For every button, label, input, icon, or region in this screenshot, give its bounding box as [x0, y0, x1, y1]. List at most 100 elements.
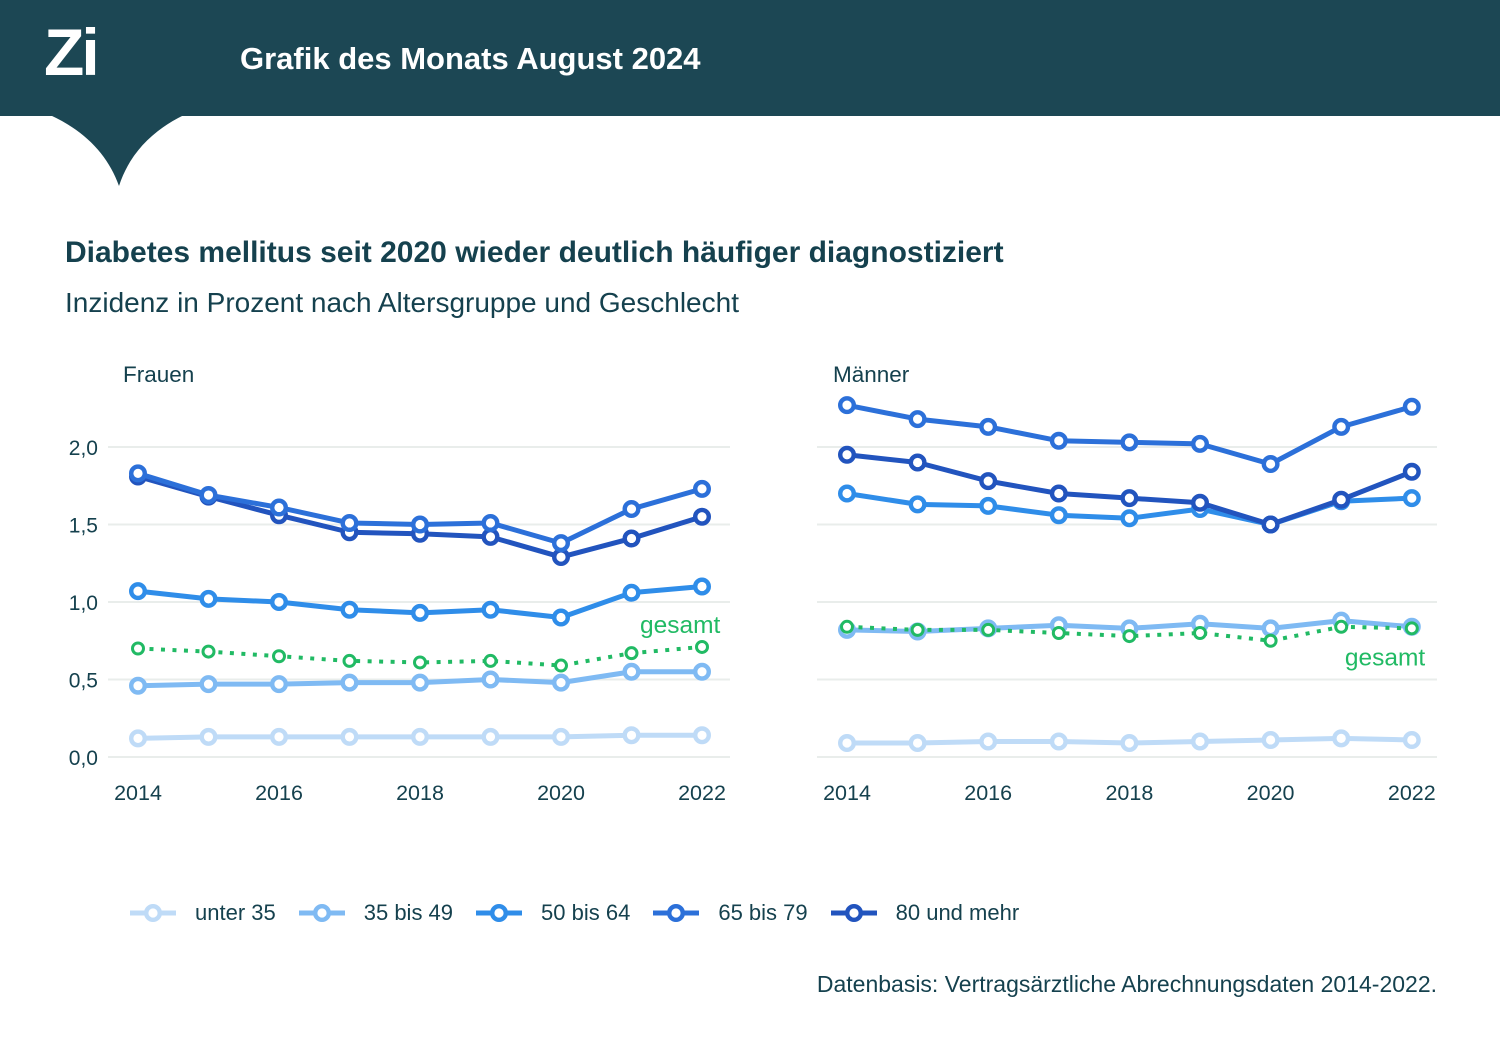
- data-point-marker: [1191, 732, 1210, 751]
- data-point-marker: [1120, 509, 1139, 528]
- data-point-marker: [1402, 489, 1421, 508]
- data-point-marker: [1049, 506, 1068, 525]
- x-tick-label: 2014: [823, 781, 871, 805]
- data-point-marker: [201, 644, 216, 659]
- legend-swatch-icon: [476, 903, 523, 923]
- frauen-chart: 0,0 0,5 1,0 1,5 2,0 2014 2016 2018 2020 2022 Fraue…: [60, 350, 760, 820]
- gesamt-annotation: gesamt: [640, 612, 721, 639]
- data-point-marker: [1332, 490, 1351, 509]
- data-point-marker: [481, 527, 500, 546]
- chart-svg: 0,0 0,5 1,0 1,5 2,0 2014 2016 2018 2020 2022 Fraue…: [69, 362, 730, 805]
- data-point-marker: [840, 619, 854, 634]
- data-point-marker: [342, 653, 357, 668]
- legend-label: 50 bis 64: [541, 900, 631, 925]
- data-point-marker: [131, 641, 145, 656]
- data-point-marker: [1402, 397, 1421, 416]
- data-point-marker: [979, 732, 998, 751]
- data-point-marker: [340, 513, 359, 532]
- legend-swatch-icon: [298, 903, 345, 923]
- data-point-marker: [1049, 431, 1068, 450]
- page-subtitle: Inzidenz in Prozent nach Altersgruppe un…: [65, 287, 739, 318]
- data-point-marker: [979, 472, 998, 491]
- header-band: [0, 0, 1500, 116]
- x-tick-label: 2020: [1247, 781, 1295, 805]
- data-point-marker: [269, 727, 288, 746]
- data-point-marker: [838, 484, 857, 503]
- data-point-marker: [554, 658, 568, 673]
- data-point-marker: [269, 592, 288, 611]
- data-point-marker: [481, 513, 500, 532]
- x-tick-label: 2018: [1105, 781, 1153, 805]
- zi-logo: Zi: [44, 15, 100, 89]
- y-tick-label: 1,5: [69, 515, 98, 538]
- data-point-marker: [1261, 619, 1280, 638]
- x-tick-label: 2016: [255, 781, 303, 805]
- data-point-marker: [1120, 433, 1139, 452]
- data-point-marker: [552, 727, 571, 746]
- data-point-marker: [693, 577, 712, 596]
- data-point-marker: [199, 675, 218, 694]
- data-point-marker: [622, 583, 641, 602]
- data-point-marker: [1402, 462, 1421, 481]
- data-point-marker: [552, 673, 571, 692]
- data-point-marker: [340, 600, 359, 619]
- legend-item: 80 und mehr: [830, 900, 1019, 926]
- data-point-marker: [622, 662, 641, 681]
- legend-label: unter 35: [195, 900, 276, 925]
- data-point-marker: [979, 496, 998, 515]
- data-point-marker: [199, 727, 218, 746]
- data-point-marker: [269, 498, 288, 517]
- data-point-marker: [481, 670, 500, 689]
- data-point-marker: [128, 582, 147, 601]
- data-point-marker: [838, 396, 857, 415]
- data-point-marker: [1261, 515, 1280, 534]
- data-point-marker: [693, 726, 712, 745]
- data-point-marker: [413, 655, 427, 670]
- page-title: Diabetes mellitus seit 2020 wieder deutl…: [65, 236, 1004, 269]
- legend-label: 65 bis 79: [718, 900, 808, 925]
- data-point-marker: [128, 464, 147, 483]
- chart-svg: 2014 2016 2018 2020 2022 Männer gesamt: [817, 362, 1437, 805]
- data-point-marker: [481, 727, 500, 746]
- data-source-note: Datenbasis: Vertragsärztliche Abrechnung…: [816, 971, 1437, 997]
- data-point-marker: [693, 479, 712, 498]
- data-point-marker: [1332, 729, 1351, 748]
- data-point-marker: [552, 548, 571, 567]
- data-point-marker: [1049, 732, 1068, 751]
- x-tick-label: 2018: [396, 781, 444, 805]
- chart-title: Frauen: [123, 362, 194, 387]
- legend: unter 35 35 bis 49 50 bis 64 65 bis 79 80 un…: [130, 900, 1019, 926]
- series-line-gesamt: [846, 624, 1412, 643]
- x-tick-label: 2016: [964, 781, 1012, 805]
- data-point-marker: [1263, 633, 1278, 648]
- data-point-marker: [340, 727, 359, 746]
- x-tick-label: 2020: [537, 781, 585, 805]
- data-point-marker: [1332, 417, 1351, 436]
- data-point-marker: [411, 603, 430, 622]
- data-point-marker: [1049, 484, 1068, 503]
- data-point-marker: [838, 445, 857, 464]
- data-point-marker: [128, 676, 147, 695]
- legend-item: 35 bis 49: [298, 900, 453, 926]
- y-tick-label: 0,0: [69, 747, 98, 770]
- data-point-marker: [411, 515, 430, 534]
- data-point-marker: [1191, 434, 1210, 453]
- data-point-marker: [481, 600, 500, 619]
- data-point-marker: [199, 486, 218, 505]
- y-tick-label: 0,5: [69, 670, 98, 693]
- data-point-marker: [483, 653, 498, 668]
- data-point-marker: [1334, 619, 1349, 634]
- data-point-marker: [552, 534, 571, 553]
- data-point-marker: [693, 507, 712, 526]
- data-point-marker: [269, 675, 288, 694]
- x-tick-label: 2022: [678, 781, 726, 805]
- data-point-marker: [908, 453, 927, 472]
- data-point-marker: [411, 727, 430, 746]
- data-point-marker: [1193, 626, 1207, 640]
- series-line-gesamt: [137, 644, 703, 668]
- data-point-marker: [1120, 734, 1139, 753]
- data-point-marker: [1120, 489, 1139, 508]
- data-point-marker: [908, 410, 927, 429]
- x-tick-label: 2014: [114, 781, 162, 805]
- data-point-marker: [910, 622, 925, 637]
